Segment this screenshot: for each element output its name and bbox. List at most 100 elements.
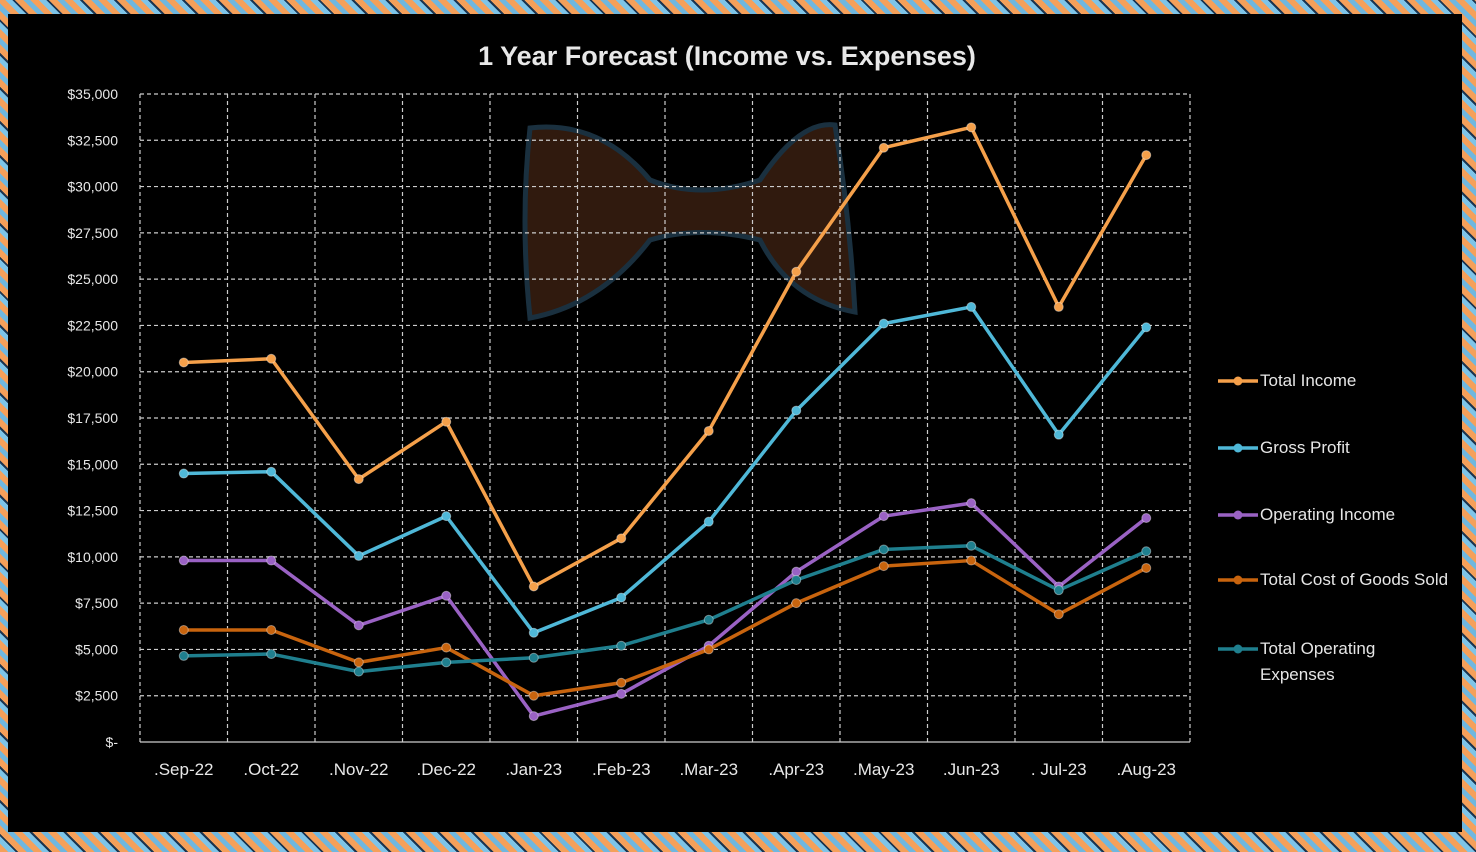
x-tick-label: .Jan-23 [505,760,562,779]
data-point [616,640,627,651]
data-point [878,142,889,153]
x-tick-label: .Jun-23 [943,760,1000,779]
data-point [791,405,802,416]
data-point [1141,546,1152,557]
series-line-operating-income [183,501,1148,718]
y-tick-label: $22,500 [67,317,118,333]
data-point [353,550,364,561]
legend-label: Total Cost of Goods Sold [1260,570,1449,589]
data-point [178,555,189,566]
data-point [878,561,889,572]
data-point [353,657,364,668]
data-point [966,555,977,566]
y-tick-label: $32,500 [67,132,118,148]
y-tick-label: $30,000 [67,179,118,195]
data-point [1141,322,1152,333]
bowtie-watermark-logo [522,122,858,321]
legend-swatch-marker [1233,376,1243,386]
data-point [791,566,802,577]
y-tick-label: $20,000 [67,364,118,380]
chart-title: 1 Year Forecast (Income vs. Expenses) [478,41,976,71]
legend-swatch-marker [1233,575,1243,585]
data-point [441,642,452,653]
x-tick-label: .Mar-23 [679,760,738,779]
x-tick-label: .Oct-22 [243,760,299,779]
y-tick-label: $17,500 [67,410,118,426]
data-point [703,516,714,527]
data-point [616,533,627,544]
data-point [441,657,452,668]
y-tick-label: $10,000 [67,549,118,565]
data-point [266,466,277,477]
y-tick-label: $15,000 [67,456,118,472]
data-point [616,677,627,688]
data-point [966,498,977,509]
data-point [441,590,452,601]
y-tick-label: $12,500 [67,503,118,519]
legend-label: Total Income [1260,371,1357,390]
data-point [1141,512,1152,523]
series-line-total-cost-of-goods-sold [183,558,1148,698]
y-tick-label: $5,000 [75,641,118,657]
data-point [1053,301,1064,312]
y-tick-label: $25,000 [67,271,118,287]
data-point [616,688,627,699]
data-point [528,652,539,663]
data-point [178,357,189,368]
data-point [528,711,539,722]
x-tick-label: .May-23 [853,760,914,779]
data-point [1141,150,1152,161]
legend-label: Gross Profit [1260,438,1350,457]
x-tick-label: .Apr-23 [768,760,824,779]
x-tick-label: .Aug-23 [1116,760,1176,779]
x-tick-label: .Sep-22 [154,760,214,779]
data-point [791,575,802,585]
data-point [441,511,452,522]
data-point [878,511,889,522]
data-point [266,555,277,566]
data-point [528,627,539,638]
data-point [878,544,889,555]
legend-swatch-marker [1233,443,1243,453]
data-point [966,301,977,312]
data-point [966,122,977,133]
data-point [266,353,277,364]
data-point [178,468,189,479]
legend-label: Operating Income [1260,505,1396,524]
data-point [528,581,539,592]
data-point [266,649,277,660]
data-point [353,620,364,631]
data-point [353,666,364,677]
data-point [616,592,627,603]
legend-swatch-marker [1233,644,1243,654]
data-point [703,644,714,655]
data-point [703,614,714,625]
legend-label: Total Operating Expenses [1260,639,1376,684]
x-tick-label: . Jul-23 [1031,760,1087,779]
series-line-gross-profit [183,305,1148,635]
data-point [791,266,802,277]
data-point [178,650,189,661]
x-tick-label: .Nov-22 [329,760,389,779]
y-tick-label: $7,500 [75,595,118,611]
data-point [966,540,977,551]
y-tick-label: $- [106,734,119,750]
series-line-total-operating-expenses [183,543,1147,674]
data-point [441,416,452,427]
data-point [791,598,802,609]
data-point [1053,429,1064,440]
x-tick-label: .Dec-22 [416,760,476,779]
data-point [1053,585,1064,596]
y-tick-label: $27,500 [67,225,118,241]
data-point [266,624,277,635]
data-point [528,690,539,701]
x-tick-label: .Feb-23 [592,760,651,779]
data-point [353,474,364,485]
y-tick-label: $2,500 [75,688,118,704]
data-point [1141,562,1152,573]
series-line-total-income [183,125,1148,589]
data-point [878,318,889,329]
legend-swatch-marker [1233,510,1243,520]
data-point [703,425,714,436]
